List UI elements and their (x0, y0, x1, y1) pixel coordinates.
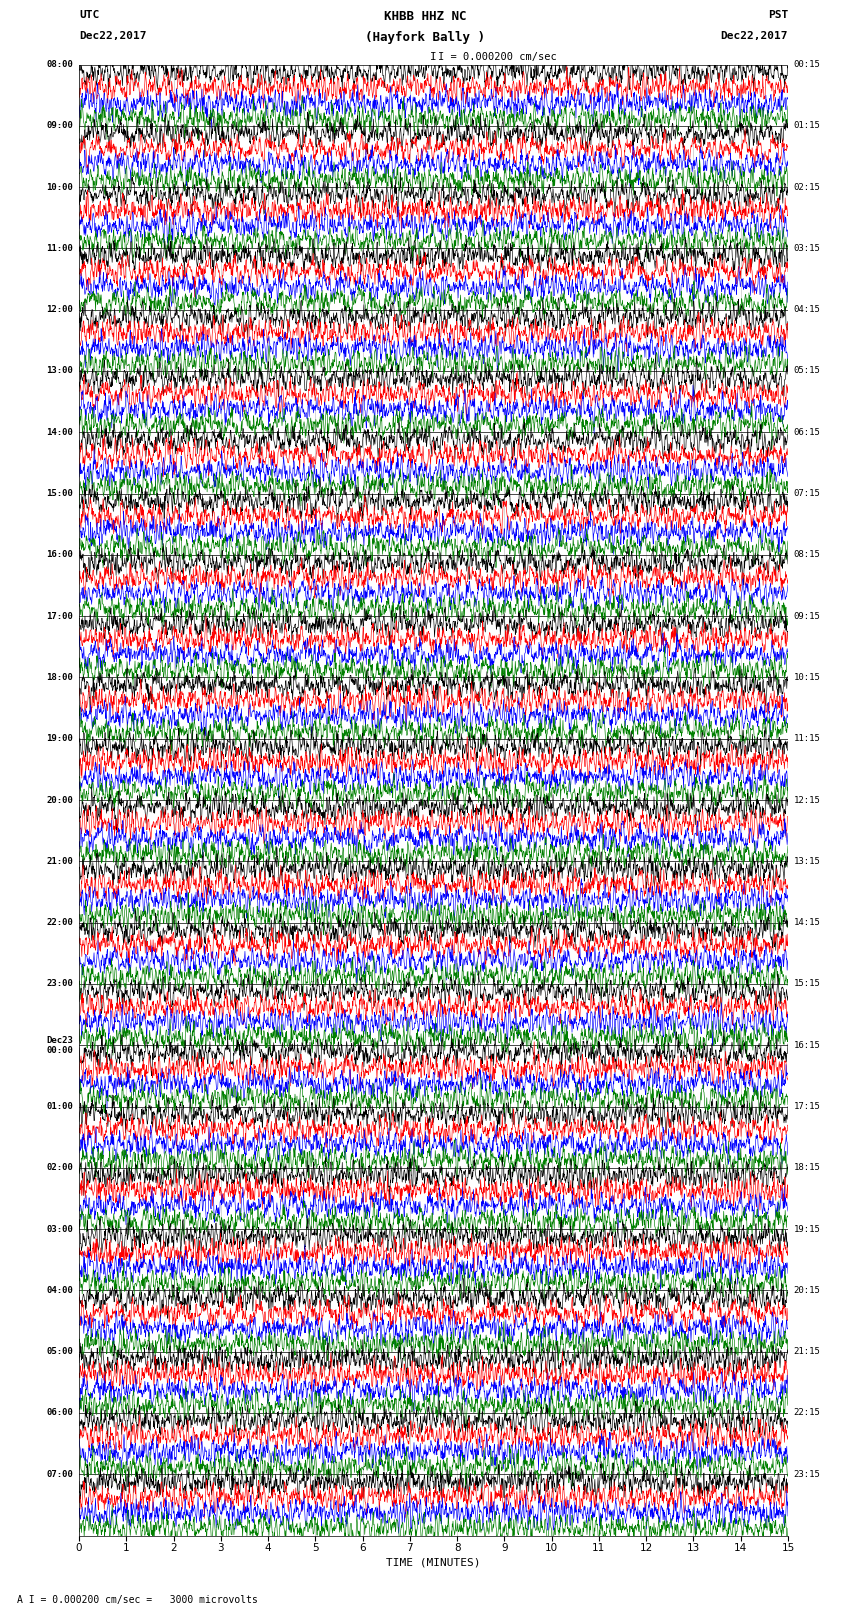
Text: 13:00: 13:00 (47, 366, 73, 376)
Text: 07:15: 07:15 (794, 489, 820, 498)
X-axis label: TIME (MINUTES): TIME (MINUTES) (386, 1558, 481, 1568)
Text: 06:15: 06:15 (794, 427, 820, 437)
Text: 18:15: 18:15 (794, 1163, 820, 1173)
Text: UTC: UTC (79, 10, 99, 19)
Text: Dec22,2017: Dec22,2017 (721, 31, 788, 40)
Text: 16:15: 16:15 (794, 1040, 820, 1050)
Text: 12:15: 12:15 (794, 795, 820, 805)
Text: 06:00: 06:00 (47, 1408, 73, 1418)
Text: 01:15: 01:15 (794, 121, 820, 131)
Text: 19:15: 19:15 (794, 1224, 820, 1234)
Text: 02:15: 02:15 (794, 182, 820, 192)
Text: 08:15: 08:15 (794, 550, 820, 560)
Text: 01:00: 01:00 (47, 1102, 73, 1111)
Text: 11:00: 11:00 (47, 244, 73, 253)
Text: I = 0.000200 cm/sec: I = 0.000200 cm/sec (438, 52, 557, 61)
Text: PST: PST (768, 10, 788, 19)
Text: I: I (430, 52, 437, 61)
Text: 22:15: 22:15 (794, 1408, 820, 1418)
Text: A I = 0.000200 cm/sec =   3000 microvolts: A I = 0.000200 cm/sec = 3000 microvolts (17, 1595, 258, 1605)
Text: 12:00: 12:00 (47, 305, 73, 315)
Text: 10:00: 10:00 (47, 182, 73, 192)
Text: 14:00: 14:00 (47, 427, 73, 437)
Text: 13:15: 13:15 (794, 857, 820, 866)
Text: 14:15: 14:15 (794, 918, 820, 927)
Text: 20:15: 20:15 (794, 1286, 820, 1295)
Text: 09:15: 09:15 (794, 611, 820, 621)
Text: 21:00: 21:00 (47, 857, 73, 866)
Text: 19:00: 19:00 (47, 734, 73, 744)
Text: 21:15: 21:15 (794, 1347, 820, 1357)
Text: 17:00: 17:00 (47, 611, 73, 621)
Text: 05:15: 05:15 (794, 366, 820, 376)
Text: 11:15: 11:15 (794, 734, 820, 744)
Text: 17:15: 17:15 (794, 1102, 820, 1111)
Text: 18:00: 18:00 (47, 673, 73, 682)
Text: 03:00: 03:00 (47, 1224, 73, 1234)
Text: 03:15: 03:15 (794, 244, 820, 253)
Text: 10:15: 10:15 (794, 673, 820, 682)
Text: 08:00: 08:00 (47, 60, 73, 69)
Text: 23:00: 23:00 (47, 979, 73, 989)
Text: 05:00: 05:00 (47, 1347, 73, 1357)
Text: 15:00: 15:00 (47, 489, 73, 498)
Text: Dec23
00:00: Dec23 00:00 (47, 1036, 73, 1055)
Text: 09:00: 09:00 (47, 121, 73, 131)
Text: 15:15: 15:15 (794, 979, 820, 989)
Text: 00:15: 00:15 (794, 60, 820, 69)
Text: Dec22,2017: Dec22,2017 (79, 31, 146, 40)
Text: 22:00: 22:00 (47, 918, 73, 927)
Text: (Hayfork Bally ): (Hayfork Bally ) (365, 31, 485, 44)
Text: 04:00: 04:00 (47, 1286, 73, 1295)
Text: 23:15: 23:15 (794, 1469, 820, 1479)
Text: 02:00: 02:00 (47, 1163, 73, 1173)
Text: 07:00: 07:00 (47, 1469, 73, 1479)
Text: 20:00: 20:00 (47, 795, 73, 805)
Text: KHBB HHZ NC: KHBB HHZ NC (383, 10, 467, 23)
Text: 16:00: 16:00 (47, 550, 73, 560)
Text: 04:15: 04:15 (794, 305, 820, 315)
